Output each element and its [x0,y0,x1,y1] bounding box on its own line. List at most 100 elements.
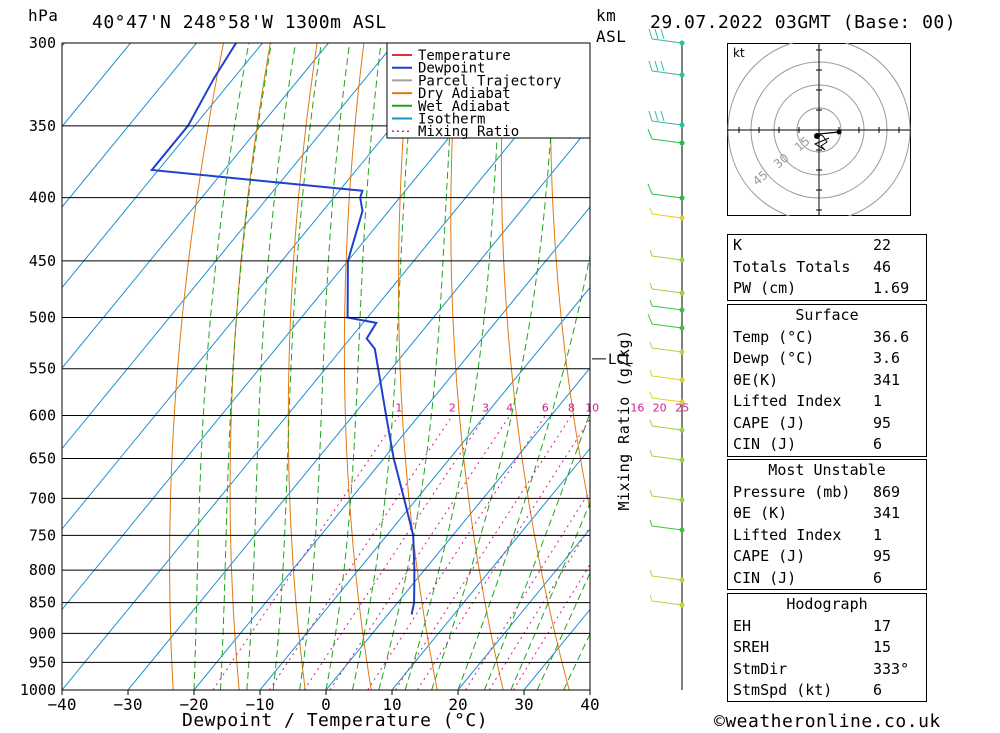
table-row: θE(K) 341 [728,370,926,392]
x-tick-label: 0 [321,695,331,714]
legend-label: Dry Adiabat [418,86,511,102]
isotherm-line [62,43,395,450]
credit[interactable]: ©weatheronline.co.uk [714,711,941,732]
row-key: CIN (J) [733,435,797,453]
row-value: 6 [873,435,883,453]
row-value: 333° [873,659,910,678]
table-title: Hodograph [786,595,868,613]
x-tick-label: −40 [48,695,77,714]
x-tick-label: 10 [382,695,401,714]
row-value: 341 [873,504,901,522]
legend-label: Wet Adiabat [418,99,511,115]
wind-barb-feather [649,282,653,290]
wind-barb-feather [649,489,653,497]
mixing-ratio-label: 1 [395,402,402,415]
wind-barb-shaft [651,375,683,381]
lcl-label: LCL [608,352,633,368]
wind-barb-shaft [651,213,683,219]
wind-barb-feather [649,299,653,307]
storm-motion-vector [818,131,840,135]
hodograph-trace [813,133,830,151]
table-row: CIN (J) 6 [728,568,926,590]
row-value: 6 [873,568,883,587]
table-row: EH 17 [728,616,926,638]
wind-barb-feather [647,183,653,195]
storm-motion-dot [836,129,842,135]
wind-barb-shaft [651,575,683,581]
isotherm-line [259,286,590,690]
wind-barb-feather [660,60,665,72]
table-row: CAPE (J) 95 [728,413,926,435]
mixing-ratio-line [268,415,453,690]
wind-barb-feather [649,207,653,215]
legend-box [386,42,591,139]
pressure-tick-label: 950 [29,653,56,671]
row-key: CAPE (J) [733,413,806,432]
wind-barb-feather [649,569,653,577]
wet-adiabat-line [510,501,590,690]
row-key: CIN (J) [733,568,797,587]
wind-barb-feather [649,594,653,602]
row-key: Lifted Index [733,525,842,544]
pressure-tick-label: 700 [29,489,56,507]
row-value: 17 [873,616,892,635]
wind-barb-shaft [651,600,683,606]
dry-adiabat-line [229,43,271,690]
mixing-ratio-line [512,563,590,690]
mixing-ratio-line [303,415,486,690]
hodograph-table: Hodograph EH 17 SREH 15 StmDir 333° StmSpd (kt)… [727,593,927,702]
row-key: Pressure (mb) [733,482,851,501]
mixing-ratio-label: 6 [542,402,549,415]
pressure-tick-label: 800 [29,561,56,579]
table-title: Surface [795,306,859,324]
wind-barb-shaft [651,255,683,261]
hodograph-origin-dot [814,133,820,139]
wet-adiabat-line [299,43,351,690]
pressure-tick-label: 300 [29,34,56,52]
wet-adiabat-line [431,43,558,690]
table-row: PW (cm) 1.69 [728,278,926,300]
wet-adiabat-line [404,43,504,690]
table-row: CAPE (J) 95 [728,546,926,568]
wind-barb-feather [649,249,653,257]
wind-barb-feather [649,369,653,377]
row-key: Dewp (°C) [733,349,815,367]
row-key: EH [733,616,752,635]
row-key: PW (cm) [733,279,797,297]
wind-barb-feather [660,110,665,122]
pressure-tick-label: 650 [29,450,56,468]
table-row: Lifted Index 1 [728,391,926,413]
wind-barb-shaft [651,38,683,44]
isotherm-line [457,528,590,690]
table-title: Most Unstable [768,461,886,479]
isotherm-line [62,43,329,369]
mixing-ratio-line [394,415,572,690]
isotherm-line [127,125,590,690]
x-tick-label: −10 [246,695,275,714]
legend-label: Dewpoint [418,61,485,77]
mixing-ratio-label: 3 [482,402,489,415]
row-value: 341 [873,370,901,389]
table-row: StmDir 333° [728,659,926,681]
row-value: 1.69 [873,279,910,297]
hodograph-unit: kt [733,46,745,60]
row-key: StmDir [733,659,788,678]
wind-barb-feather [654,110,659,122]
isotherm-line [62,45,590,690]
table-row: K 22 [728,235,926,257]
mixing-ratio-line [367,415,546,690]
isotherm-line [62,43,461,530]
row-key: CAPE (J) [733,547,806,565]
row-value: 46 [873,257,892,276]
plot-frame [61,42,591,691]
legend-label: Parcel Trajectory [418,73,561,89]
legend-label: Temperature [418,48,511,64]
valid-time: 29.07.2022 03GMT (Base: 00) [650,12,957,33]
wind-barb-feather [654,28,659,40]
wind-barb-feather [649,519,653,527]
dry-adiabat-line [925,43,1000,690]
wind-barb-shaft [651,525,683,531]
row-value: 15 [873,638,892,656]
table-row: Totals Totals 46 [728,257,926,279]
